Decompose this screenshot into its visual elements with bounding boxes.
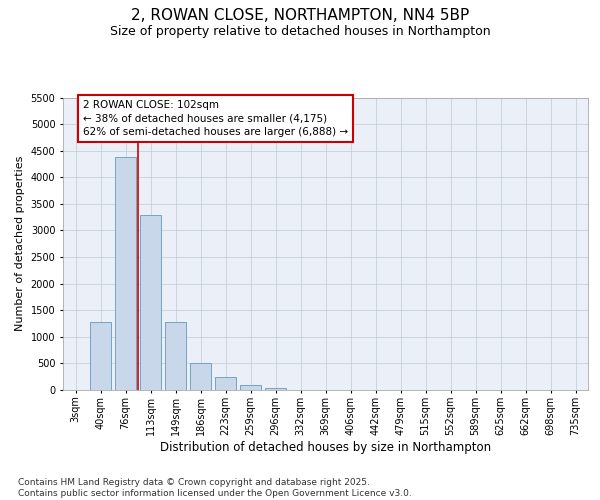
Bar [90, 322, 111, 390]
Bar [140, 215, 161, 390]
Y-axis label: Number of detached properties: Number of detached properties [15, 156, 25, 332]
Bar [215, 377, 236, 390]
Bar [240, 385, 261, 390]
Text: 2 ROWAN CLOSE: 102sqm
← 38% of detached houses are smaller (4,175)
62% of semi-d: 2 ROWAN CLOSE: 102sqm ← 38% of detached … [83, 100, 348, 136]
Bar [265, 388, 286, 390]
Text: Size of property relative to detached houses in Northampton: Size of property relative to detached ho… [110, 25, 490, 38]
Bar [190, 364, 211, 390]
Bar [165, 322, 186, 390]
Bar [115, 157, 136, 390]
Text: Contains HM Land Registry data © Crown copyright and database right 2025.
Contai: Contains HM Land Registry data © Crown c… [18, 478, 412, 498]
Text: 2, ROWAN CLOSE, NORTHAMPTON, NN4 5BP: 2, ROWAN CLOSE, NORTHAMPTON, NN4 5BP [131, 8, 469, 22]
X-axis label: Distribution of detached houses by size in Northampton: Distribution of detached houses by size … [160, 440, 491, 454]
